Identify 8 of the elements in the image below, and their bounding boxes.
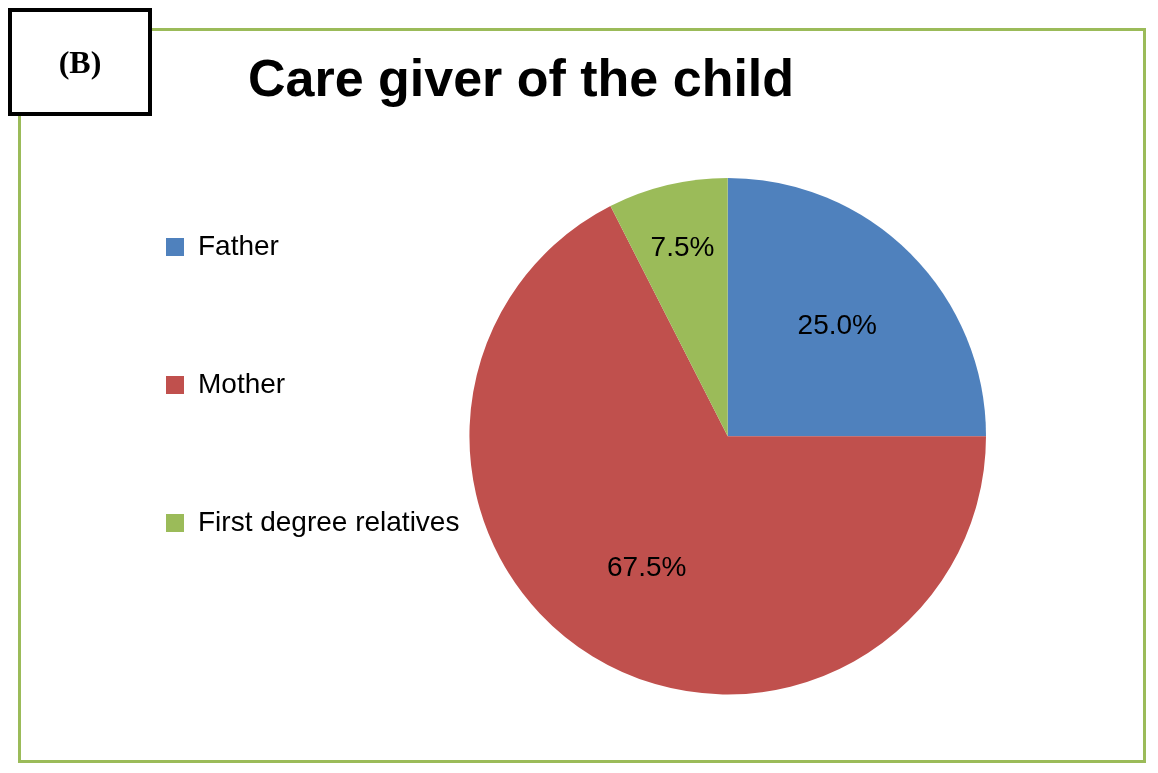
text: (B)	[8, 8, 152, 116]
legend-label: First degree relatives	[198, 505, 460, 537]
chart-title: Care giver of the child	[247, 48, 795, 107]
data-label: 7.5%	[650, 230, 715, 262]
data-label: 67.5%	[607, 551, 687, 583]
legend-label: Father	[198, 229, 279, 261]
legend-label: Mother	[198, 367, 286, 399]
data-label: 25.0%	[797, 309, 877, 341]
